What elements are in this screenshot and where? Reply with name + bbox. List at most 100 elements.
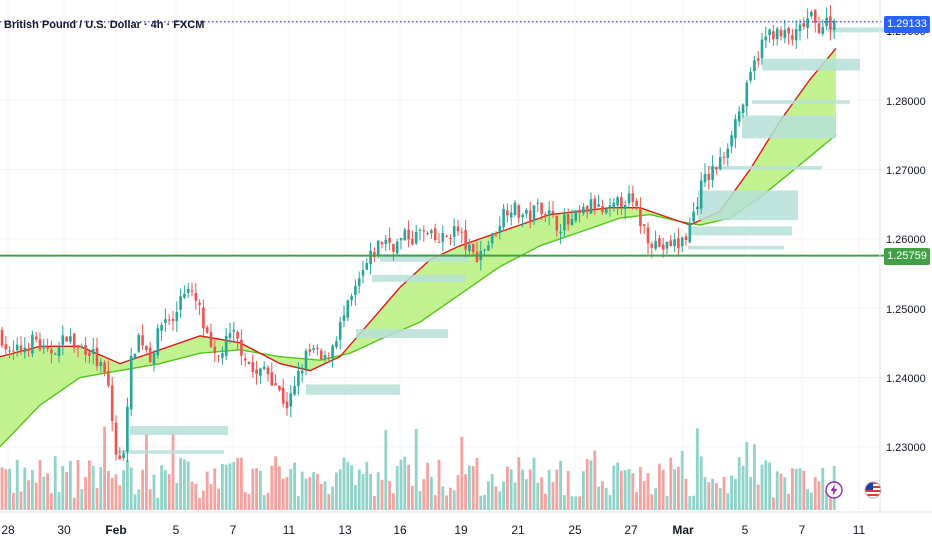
candle-body <box>133 354 137 358</box>
candle-body <box>722 156 726 158</box>
volume-bar <box>369 474 372 510</box>
volume-bar <box>167 474 171 510</box>
candle-body <box>753 60 756 72</box>
candle-body <box>806 18 809 28</box>
volume-bar <box>471 466 475 510</box>
candle-body <box>80 346 84 348</box>
volume-bar <box>224 464 228 510</box>
volume-bar <box>110 477 114 510</box>
candle-body <box>760 39 764 59</box>
candle-body <box>680 237 684 247</box>
candle-body <box>627 193 631 203</box>
candle-body <box>597 204 600 207</box>
candle-body <box>433 228 437 240</box>
candle-body <box>354 285 357 296</box>
candle-body <box>817 23 821 34</box>
price-lines <box>0 0 932 513</box>
volume-bar <box>72 497 76 510</box>
date-label: 27 <box>624 523 638 537</box>
volume-bar <box>19 491 23 510</box>
volume-bar <box>327 494 331 510</box>
candle-body <box>23 347 27 353</box>
candle-body <box>308 349 312 352</box>
candle-body <box>213 346 217 354</box>
volume-bar <box>95 488 99 510</box>
candle-body <box>445 235 448 237</box>
candle-body <box>779 29 783 37</box>
volume-bar <box>12 492 15 510</box>
chart-title: British Pound / U.S. Dollar · 4h · FXCM <box>4 19 205 31</box>
candle-body <box>335 341 338 347</box>
candle-body <box>764 36 768 41</box>
candle-body <box>369 250 372 265</box>
volume-bar <box>293 462 296 510</box>
volume-bar <box>240 457 243 510</box>
current-price-badge[interactable]: 1.29133 <box>884 16 930 33</box>
volume-bar <box>61 466 65 510</box>
volume-bar <box>775 471 779 510</box>
date-label: 25 <box>568 523 582 537</box>
candle-body <box>380 242 384 245</box>
lightning-icon[interactable] <box>825 481 843 499</box>
candle-body <box>821 27 825 34</box>
candle-body <box>601 206 604 212</box>
volume-bar <box>764 460 768 510</box>
candle-body <box>384 239 388 244</box>
volume-bar <box>570 496 574 510</box>
us-flag-icon[interactable] <box>864 481 882 499</box>
volume-bar <box>661 469 665 510</box>
date-label: 13 <box>338 523 352 537</box>
candle-body <box>392 243 395 252</box>
candle-body <box>179 296 182 310</box>
volume-bar <box>354 485 357 510</box>
volume-bar <box>346 462 350 510</box>
volume-bar <box>156 497 160 510</box>
candle-body <box>141 335 144 346</box>
candle-body <box>122 453 125 459</box>
volume-bar <box>373 496 376 510</box>
volume-bar <box>623 470 627 510</box>
date-label: 19 <box>454 523 468 537</box>
volume-bar <box>430 476 433 510</box>
date-label: 16 <box>393 523 407 537</box>
volume-bar <box>84 477 87 510</box>
zone-box <box>130 426 228 435</box>
candle-body <box>331 345 334 359</box>
candle-body <box>209 332 213 347</box>
volume-bar <box>502 481 505 510</box>
zone-box <box>372 274 466 282</box>
volume-bar <box>91 465 95 510</box>
volume-bar <box>270 465 274 510</box>
volume-bar <box>53 456 57 510</box>
candle-body <box>297 370 300 386</box>
volume-bar <box>825 489 828 510</box>
candle-body <box>437 242 441 244</box>
volume-bar <box>555 469 559 510</box>
volume-bar <box>205 471 209 510</box>
candle-body <box>673 239 676 247</box>
candle-body <box>361 270 365 276</box>
volume-bar <box>517 457 521 510</box>
volume-bar <box>749 477 752 510</box>
candle-body <box>787 28 790 34</box>
candle-body <box>475 251 479 263</box>
volume-bar <box>384 430 388 510</box>
candle-body <box>718 157 722 170</box>
candle-body <box>205 327 209 333</box>
volume-bar <box>627 469 631 510</box>
candle-body <box>715 167 718 170</box>
date-label: 28 <box>1 523 15 537</box>
candle-body <box>620 197 623 207</box>
volume-bar <box>753 444 756 510</box>
candle-body <box>114 422 118 455</box>
volume-bar <box>23 467 27 510</box>
candle-body <box>635 200 638 207</box>
candle-body <box>183 294 186 298</box>
zone-box <box>752 100 850 104</box>
volume-bar <box>42 476 46 510</box>
volume-bar <box>437 459 441 510</box>
level-price-badge[interactable]: 1.25759 <box>884 248 930 265</box>
volume-bar <box>122 470 125 510</box>
